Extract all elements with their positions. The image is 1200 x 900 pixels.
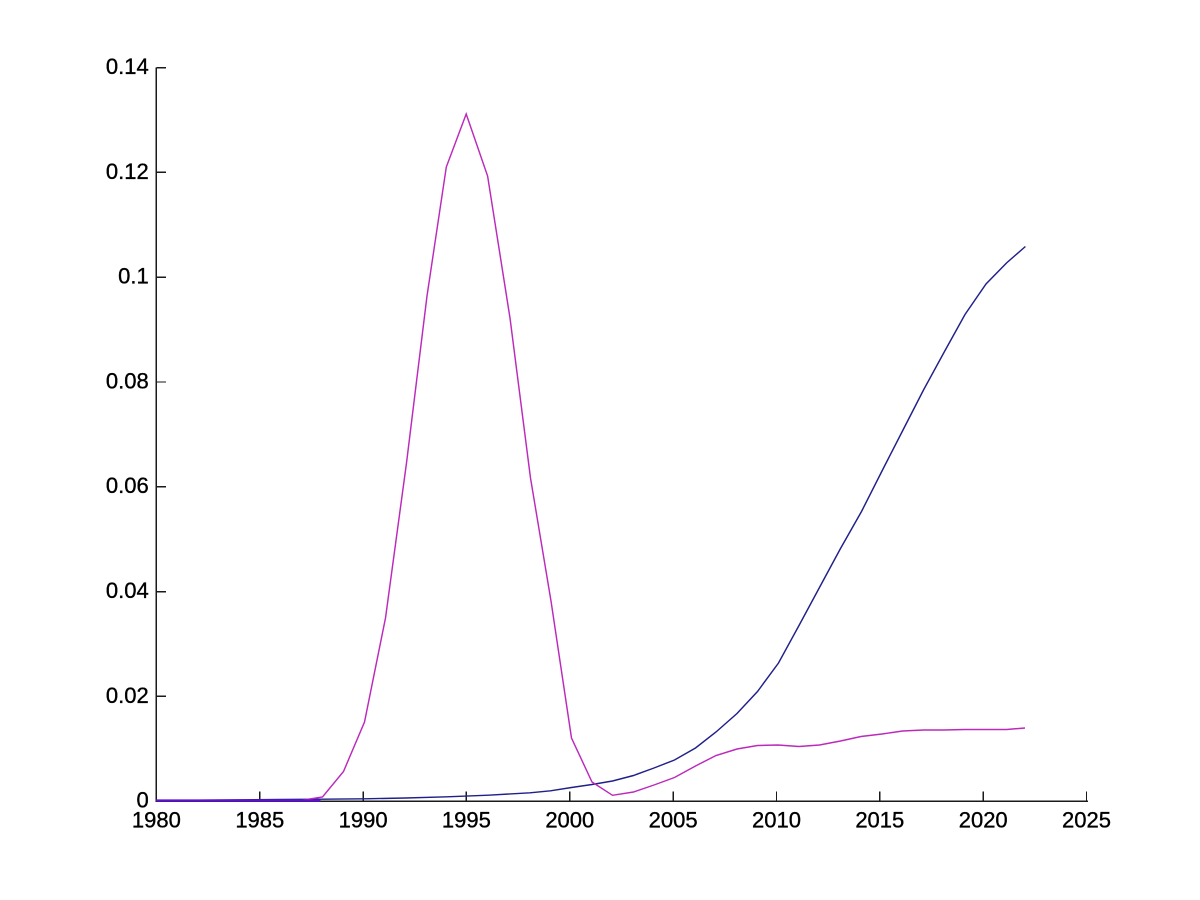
svg-text:0.08: 0.08 [106,368,149,393]
svg-text:1990: 1990 [339,808,388,833]
svg-text:2020: 2020 [959,808,1008,833]
svg-text:1995: 1995 [442,808,491,833]
svg-text:1980: 1980 [132,808,181,833]
svg-text:2005: 2005 [649,808,698,833]
svg-text:0.14: 0.14 [106,54,149,79]
svg-text:0.04: 0.04 [106,578,149,603]
svg-text:2010: 2010 [752,808,801,833]
svg-text:0: 0 [136,788,148,813]
svg-text:1985: 1985 [235,808,284,833]
svg-text:2015: 2015 [855,808,904,833]
svg-text:0.1: 0.1 [118,264,149,289]
svg-text:2000: 2000 [545,808,594,833]
svg-text:0.06: 0.06 [106,473,149,498]
svg-text:0.12: 0.12 [106,159,149,184]
svg-text:0.02: 0.02 [106,683,149,708]
svg-text:2025: 2025 [1062,808,1111,833]
